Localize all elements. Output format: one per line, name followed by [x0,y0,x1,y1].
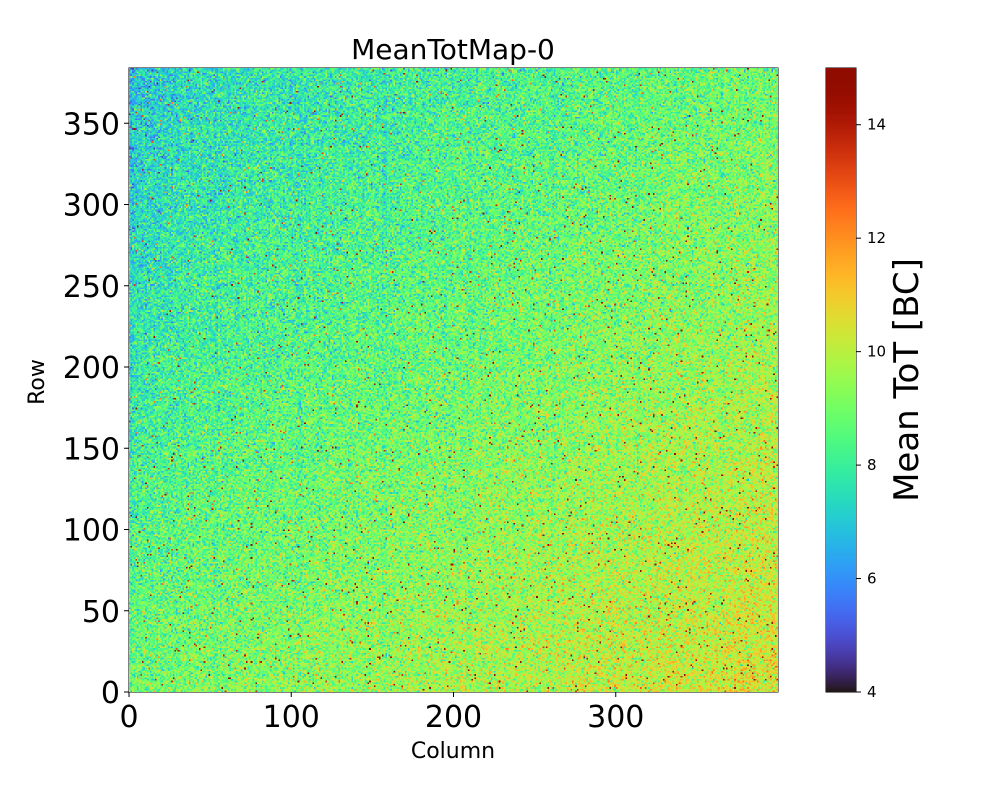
y-axis-ticks: 0 50 100 150 200 250 300 350 [63,107,129,711]
y-axis-label: Row [25,359,50,405]
y-tick-label: 250 [63,270,120,305]
x-tick-label: 0 [119,700,138,735]
colorbar-tick-label: 14 [867,116,886,134]
y-tick-label: 150 [63,432,120,467]
colorbar-tick-label: 12 [867,229,886,247]
x-axis-label: Column [411,739,495,764]
y-tick-label: 50 [82,595,120,630]
y-tick-label: 300 [63,189,120,224]
colorbar [826,68,856,692]
colorbar-tick-label: 6 [867,570,877,588]
colorbar-ticks: 4 6 8 10 12 14 [856,116,886,701]
y-tick-label: 100 [63,514,120,549]
chart-title: MeanTotMap-0 [351,33,555,66]
x-tick-label: 200 [425,700,482,735]
colorbar-tick-label: 8 [867,456,877,474]
colorbar-tick-label: 4 [867,683,877,701]
x-tick-label: 100 [263,700,320,735]
colorbar-label: Mean ToT [BC] [887,258,927,502]
y-tick-label: 350 [63,107,120,142]
y-tick-label: 0 [101,676,120,711]
heatmap-image [129,68,778,692]
x-axis-ticks: 0 100 200 300 [119,692,644,735]
x-tick-label: 300 [587,700,644,735]
colorbar-tick-label: 10 [867,343,886,361]
y-tick-label: 200 [63,351,120,386]
